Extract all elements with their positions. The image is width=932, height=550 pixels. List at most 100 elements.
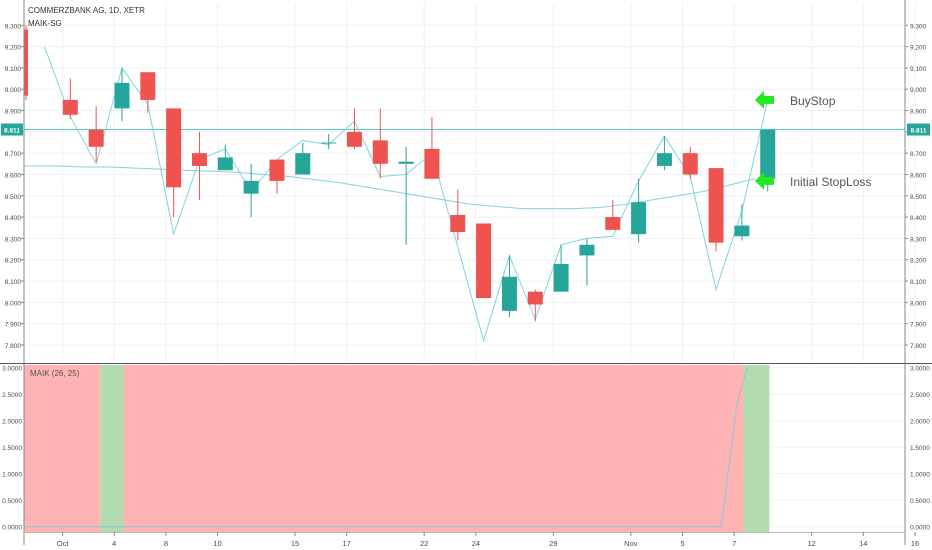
candle-body (553, 263, 569, 292)
lower-band-red (24, 365, 101, 532)
indicator-tick-label: 0.5000 (2, 498, 22, 505)
candle-body (398, 161, 414, 164)
candle-body (682, 153, 698, 175)
time-tick-label: Oct (57, 539, 70, 548)
price-tick-label: 8.700 (5, 151, 22, 158)
candle-body (62, 99, 78, 115)
indicator-tick-label: 0.5000 (910, 498, 930, 505)
price-tick-label: 9.300 (5, 23, 22, 30)
price-tick-label: 8.600 (910, 172, 927, 179)
lower-band-green (100, 365, 124, 532)
candle-body (24, 29, 28, 96)
candle-body (166, 108, 182, 188)
arrow-left-icon (755, 171, 774, 190)
price-tick-label: 7.800 (910, 343, 927, 350)
ma-curve (24, 165, 755, 210)
candle-body (760, 129, 776, 179)
price-tick-label: 8.300 (5, 236, 22, 243)
symbol-title: COMMERZBANK AG, 1D, XETR (28, 6, 145, 15)
price-tick-label: 8.500 (910, 194, 927, 201)
indicator-tick-label: 1.5000 (910, 445, 930, 452)
time-tick-label: 4 (112, 539, 116, 548)
candle-body (295, 153, 311, 175)
candle-body (321, 142, 337, 144)
price-tick-label: 8.900 (910, 109, 927, 116)
candle-body (372, 140, 388, 164)
candle-body (217, 157, 233, 171)
annotation-label: BuyStop (790, 94, 836, 108)
price-tick-label: 8.600 (5, 172, 22, 179)
candle-body (114, 82, 130, 109)
indicator-tick-label: 2.5000 (2, 392, 22, 399)
price-tick-label: 8.100 (5, 279, 22, 286)
candle-body (269, 159, 285, 181)
candle-body (734, 225, 750, 237)
indicator-tick-label: 0.0000 (910, 525, 930, 532)
price-tick-label: 8.700 (910, 151, 927, 158)
time-tick-label: 12 (807, 539, 815, 548)
candle-body (191, 153, 207, 166)
indicator-panel (24, 367, 748, 528)
price-panel (24, 25, 905, 343)
price-tick-label: 9.000 (910, 87, 927, 94)
annotation-label: Initial StopLoss (790, 175, 871, 189)
candle-body (450, 214, 466, 233)
study-title: MAIK-SG (28, 19, 62, 28)
time-tick-label: Nov (624, 539, 638, 548)
time-tick-label: 5 (680, 539, 684, 548)
candle-body (346, 131, 362, 147)
price-tick-label: 9.100 (5, 66, 22, 73)
price-tick-label: 8.500 (5, 194, 22, 201)
indicator-tick-label: 2.5000 (910, 392, 930, 399)
arrow-left-icon (755, 90, 774, 109)
lower-panel-bands (24, 365, 770, 532)
price-tick-label: 8.100 (910, 279, 927, 286)
time-tick-label: 10 (213, 539, 221, 548)
time-tick-label: 8 (164, 539, 168, 548)
indicator-tick-label: 2.0000 (910, 419, 930, 426)
time-tick-label: 29 (549, 539, 557, 548)
time-tick-label: 15 (291, 539, 299, 548)
candle-body (527, 291, 543, 305)
price-tick-label: 9.200 (910, 45, 927, 52)
candle-body (88, 129, 104, 147)
price-flag-label: 8.811 (4, 128, 20, 135)
indicator-tick-label: 1.5000 (2, 445, 22, 452)
price-flag-label: 8.811 (911, 128, 927, 135)
time-tick-label: 7 (732, 539, 736, 548)
price-tick-label: 7.800 (5, 343, 22, 350)
time-tick-label: 24 (472, 539, 480, 548)
price-tick-label: 7.900 (5, 322, 22, 329)
time-tick-label: 22 (420, 539, 428, 548)
candle-body (579, 244, 595, 256)
price-tick-label: 8.400 (5, 215, 22, 222)
indicator-tick-label: 1.0000 (910, 472, 930, 479)
indicator-tick-label: 3.0000 (910, 366, 930, 373)
lower-band-red (123, 365, 744, 532)
candle-body (501, 276, 517, 311)
candle-body (243, 180, 259, 194)
indicator-tick-label: 0.0000 (2, 525, 22, 532)
candle-body (476, 223, 492, 299)
candle-body (605, 217, 621, 230)
candle-body (140, 72, 156, 100)
price-tick-label: 9.200 (5, 45, 22, 52)
price-tick-label: 8.400 (910, 215, 927, 222)
lower-study-title: MAIK (26, 25) (30, 369, 80, 378)
candle-body (656, 153, 672, 166)
candle-body (708, 168, 724, 243)
time-tick-label: 17 (343, 539, 351, 548)
price-tick-label: 9.100 (910, 66, 927, 73)
indicator-line (24, 367, 748, 528)
indicator-tick-label: 2.0000 (2, 419, 22, 426)
price-tick-label: 8.900 (5, 109, 22, 116)
price-tick-label: 9.300 (910, 23, 927, 30)
price-tick-label: 8.000 (910, 300, 927, 307)
price-tick-label: 7.900 (910, 322, 927, 329)
time-tick-label: 14 (859, 539, 867, 548)
indicator-tick-label: 1.0000 (2, 472, 22, 479)
candle-body (424, 148, 440, 179)
price-flag-left (1, 123, 23, 136)
